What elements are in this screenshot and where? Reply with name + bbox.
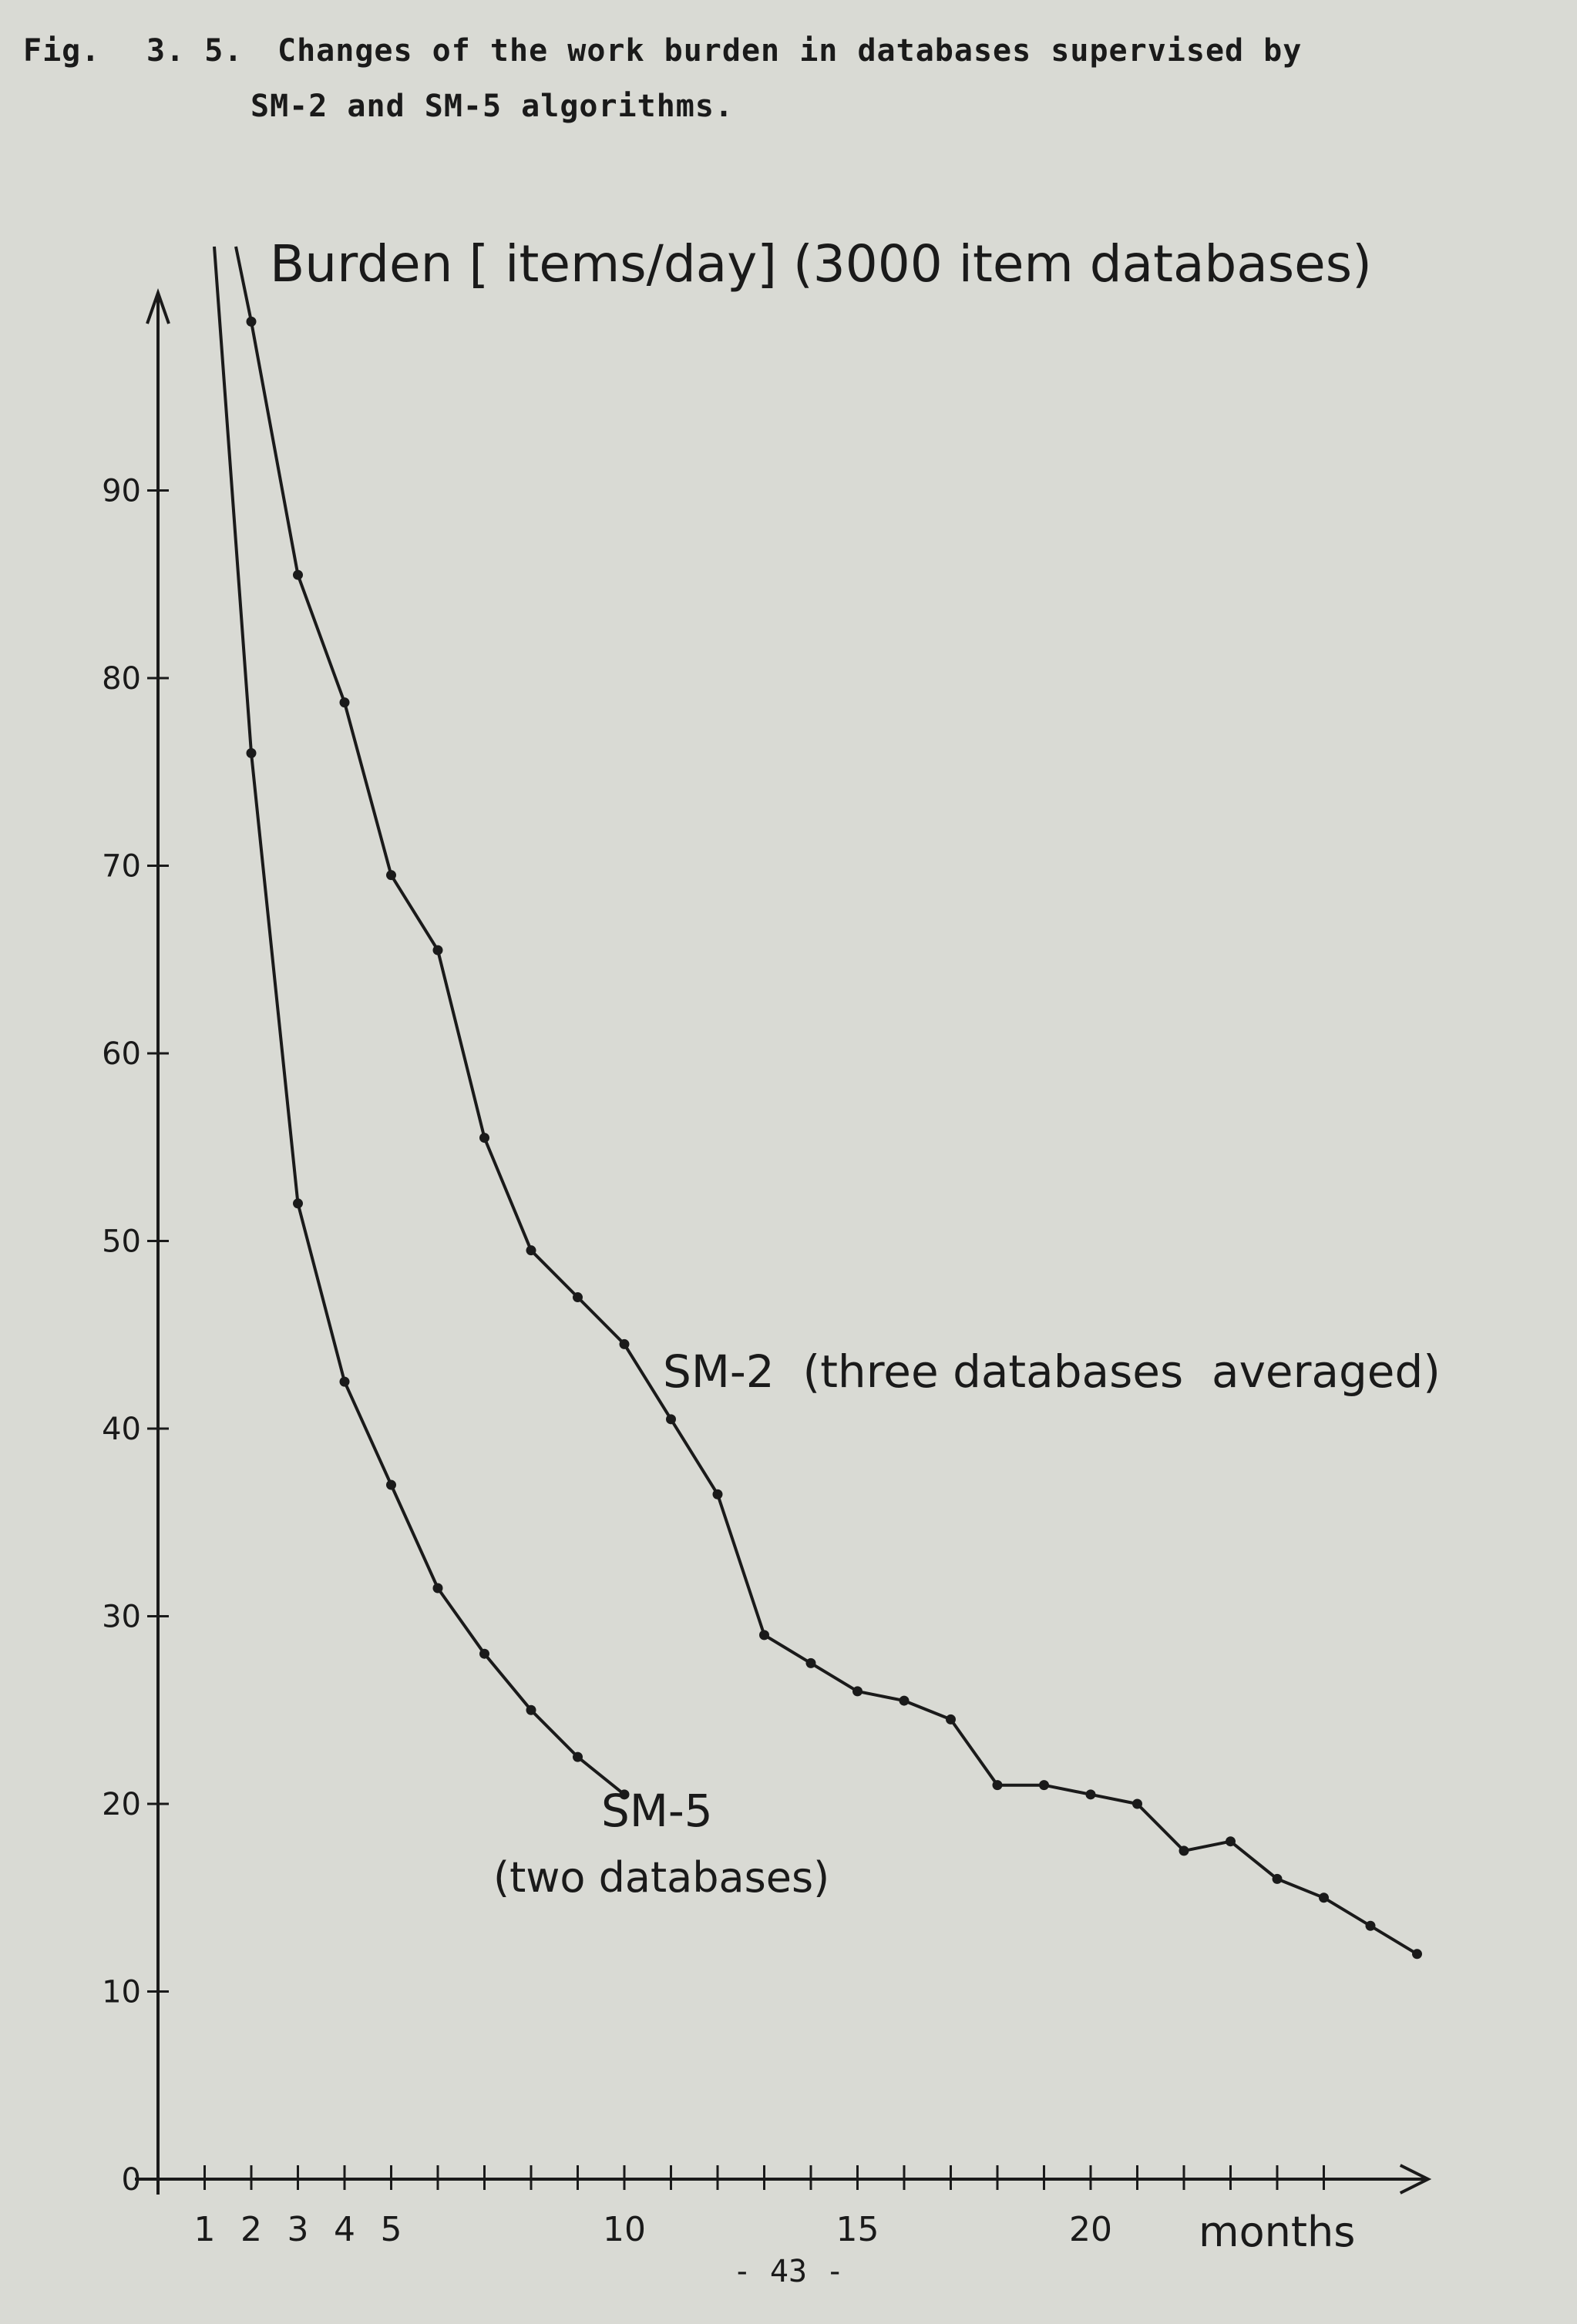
data-point-sm2 xyxy=(1272,1873,1283,1884)
data-point-sm5 xyxy=(339,1376,350,1387)
x-tick-label: 15 xyxy=(836,2210,879,2249)
data-point-sm2 xyxy=(479,1133,489,1144)
data-point-sm2 xyxy=(619,1338,630,1349)
x-axis-arrowhead xyxy=(1399,2164,1432,2195)
data-point-sm2 xyxy=(386,870,396,881)
figure-number: 3. 5. xyxy=(146,33,244,69)
series-label-sm5: SM-5 xyxy=(601,1785,713,1837)
caption-line-1: Changes of the work burden in databases … xyxy=(277,33,1303,69)
data-point-sm5 xyxy=(432,1583,443,1594)
y-tick-label: 30 xyxy=(102,1600,141,1635)
data-point-sm5 xyxy=(293,1198,303,1209)
caption-line-2: SM-2 and SM-5 algorithms. xyxy=(251,89,735,124)
y-tick-label: 80 xyxy=(102,661,141,697)
data-point-sm2 xyxy=(1085,1789,1096,1800)
x-tick-label: 3 xyxy=(287,2210,309,2249)
x-tick-label: 1 xyxy=(194,2210,216,2249)
y-tick-label: 0 xyxy=(122,2162,141,2198)
chart-title: Burden [ items/day] (3000 item databases… xyxy=(270,234,1372,294)
page-number: - 43 - xyxy=(732,2254,845,2289)
data-point-sm2 xyxy=(712,1489,723,1500)
y-axis-arrowhead xyxy=(146,287,170,324)
data-point-sm2 xyxy=(666,1414,676,1425)
x-tick-label: 5 xyxy=(381,2210,402,2249)
data-point-sm2 xyxy=(1412,1949,1422,1960)
data-point-sm2 xyxy=(946,1714,956,1725)
chart-series-layer: SM-2 (three databases averaged) SM-5 (two … xyxy=(213,246,1441,1960)
series-label-sm5: (two databases) xyxy=(493,1853,829,1902)
figure-label: Fig. xyxy=(23,33,101,69)
data-point-sm2 xyxy=(246,316,257,327)
data-point-sm2 xyxy=(1319,1892,1329,1903)
data-point-sm2 xyxy=(573,1292,583,1303)
y-tick-label: 40 xyxy=(102,1412,141,1447)
data-point-sm5 xyxy=(573,1751,583,1762)
data-point-sm2 xyxy=(759,1630,769,1641)
data-point-sm2 xyxy=(852,1686,862,1697)
x-tick-label: 2 xyxy=(240,2210,262,2249)
data-point-sm2 xyxy=(1039,1780,1049,1791)
data-point-sm5 xyxy=(619,1789,630,1800)
data-point-sm5 xyxy=(526,1704,536,1715)
figure-caption: Fig. 3. 5. Changes of the work burden in d… xyxy=(23,23,1557,134)
series-line-sm2 xyxy=(234,246,1418,1956)
data-point-sm2 xyxy=(293,569,303,580)
y-tick-label: 70 xyxy=(102,849,141,885)
x-tick-label: 20 xyxy=(1069,2210,1112,2249)
y-tick-label: 20 xyxy=(102,1787,141,1822)
y-tick-label: 50 xyxy=(102,1224,141,1260)
data-point-sm2 xyxy=(1365,1920,1376,1931)
data-point-sm2 xyxy=(1226,1836,1236,1847)
y-tick-label: 10 xyxy=(102,1975,141,2010)
data-point-sm2 xyxy=(805,1657,816,1668)
y-tick-label: 60 xyxy=(102,1036,141,1072)
data-point-sm2 xyxy=(1179,1845,1189,1856)
data-point-sm5 xyxy=(246,747,257,758)
x-tick-label: 10 xyxy=(603,2210,646,2249)
data-point-sm5 xyxy=(479,1648,489,1659)
data-point-sm5 xyxy=(386,1479,396,1490)
chart-axes: 0 10 20 30 40 50 60 70 80 90 1 2 3 4 5 10 15 20 xyxy=(102,287,1432,2249)
series-label-sm2: SM-2 (three databases averaged) xyxy=(663,1345,1441,1398)
x-axis-label: months xyxy=(1199,2208,1355,2256)
data-point-sm2 xyxy=(526,1245,536,1256)
data-point-sm2 xyxy=(339,697,350,708)
data-point-sm2 xyxy=(992,1780,1003,1791)
y-tick-label: 90 xyxy=(102,474,141,509)
data-point-sm2 xyxy=(432,945,443,955)
data-point-sm2 xyxy=(1132,1798,1142,1809)
x-tick-label: 4 xyxy=(334,2210,355,2249)
series-line-sm5 xyxy=(213,246,626,1796)
data-point-sm2 xyxy=(899,1695,910,1706)
